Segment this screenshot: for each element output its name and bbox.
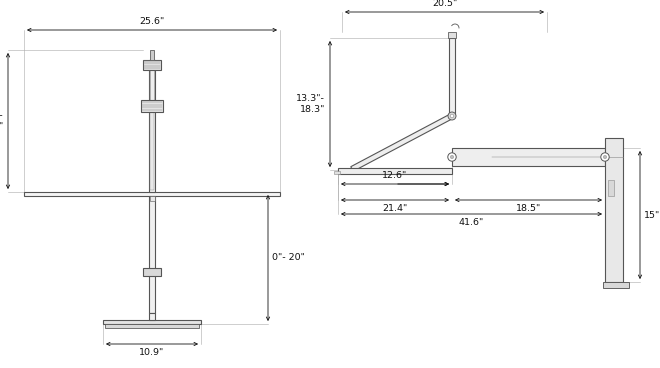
Circle shape (448, 112, 456, 120)
Bar (149, 60, 154, 192)
Text: 18.5": 18.5" (516, 204, 541, 213)
Text: 20.5": 20.5" (432, 0, 457, 8)
Text: 15": 15" (644, 210, 660, 219)
Bar (150, 50, 154, 60)
Bar (143, 60, 161, 70)
Text: 13.3"-
18.3": 13.3"- 18.3" (296, 94, 325, 114)
Polygon shape (350, 114, 453, 171)
Bar (143, 268, 161, 276)
Text: 12.6": 12.6" (382, 171, 408, 180)
Bar (149, 196, 154, 313)
Bar (608, 180, 614, 196)
Bar (448, 32, 456, 38)
Circle shape (601, 153, 609, 161)
Text: 41.6": 41.6" (459, 218, 484, 227)
Bar (141, 100, 163, 112)
Bar (603, 282, 629, 288)
Bar (105, 324, 199, 328)
Text: 21.4": 21.4" (382, 204, 408, 213)
Circle shape (447, 153, 456, 161)
Text: 10.9": 10.9" (139, 348, 164, 357)
Bar (103, 320, 201, 324)
Bar (24, 192, 280, 196)
Text: 25.6": 25.6" (139, 17, 164, 26)
Circle shape (450, 114, 454, 118)
Circle shape (603, 155, 607, 159)
Text: 19.2"-
24.7": 19.2"- 24.7" (0, 111, 4, 131)
Bar (338, 168, 452, 174)
Bar (334, 171, 340, 174)
Bar (449, 38, 455, 116)
Text: 0"- 20": 0"- 20" (272, 254, 305, 262)
Circle shape (450, 155, 453, 159)
Bar (149, 313, 154, 320)
Bar (452, 148, 605, 166)
Bar (605, 138, 623, 282)
Bar (150, 70, 154, 100)
Bar (150, 62, 154, 190)
Bar (150, 196, 154, 201)
